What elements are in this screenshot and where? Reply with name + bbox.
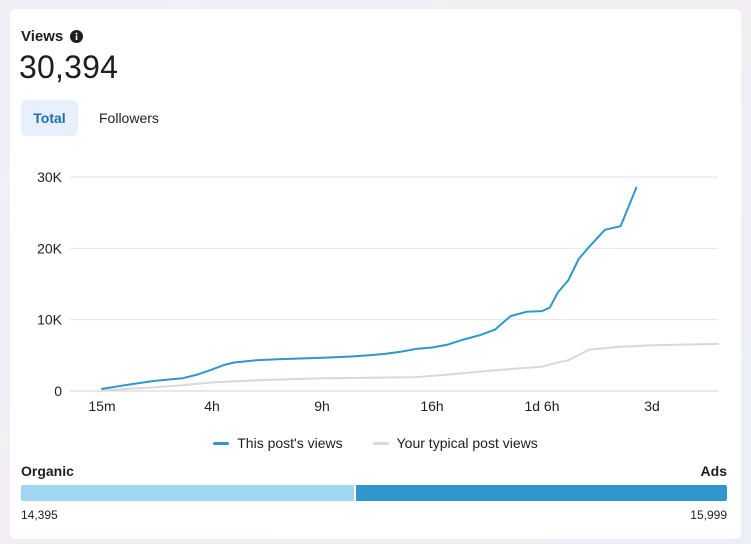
legend-item-typical-views[interactable]: Your typical post views [372,435,538,451]
legend-label-post-views: This post's views [237,435,343,451]
y-tick-label: 10K [37,312,63,328]
y-tick-label: 0 [54,383,62,399]
tab-total[interactable]: Total [21,100,78,136]
views-title: Views [21,28,64,45]
y-tick-label: 20K [37,240,63,256]
legend-swatch-typical-views [372,441,389,445]
chart-legend: This post's views Your typical post view… [10,435,741,451]
legend-swatch-post-views [213,441,230,445]
organic-ads-split-bar [21,485,727,501]
x-tick-label: 4h [204,398,220,414]
x-tick-label: 1d 6h [524,398,559,414]
legend-item-post-views[interactable]: This post's views [213,435,343,451]
series-line-post-views [101,186,638,390]
legend-label-typical-views: Your typical post views [396,435,538,451]
x-tick-label: 16h [420,398,443,414]
x-tick-label: 15m [88,398,115,414]
x-tick-label: 9h [314,398,330,414]
tab-followers[interactable]: Followers [99,110,159,126]
info-icon[interactable] [70,30,84,43]
views-total: 30,394 [19,49,119,85]
ads-value: 15,999 [690,508,727,522]
views-line-chart: 0 10K 20K 30K 15m 4h 9h 16h 1d 6h 3d [37,169,719,414]
ads-label: Ads [700,463,727,479]
views-title-row: Views [21,28,84,45]
organic-value: 14,395 [21,508,58,522]
y-tick-label: 30K [37,169,63,185]
ads-bar[interactable] [356,485,727,501]
x-tick-label: 3d [644,398,660,414]
series-line-typical-views [101,342,719,392]
organic-bar[interactable] [21,485,354,501]
views-card: Views 30,394 Total Followers 0 10K 20K 30K 1… [10,9,741,539]
organic-label: Organic [21,463,74,479]
